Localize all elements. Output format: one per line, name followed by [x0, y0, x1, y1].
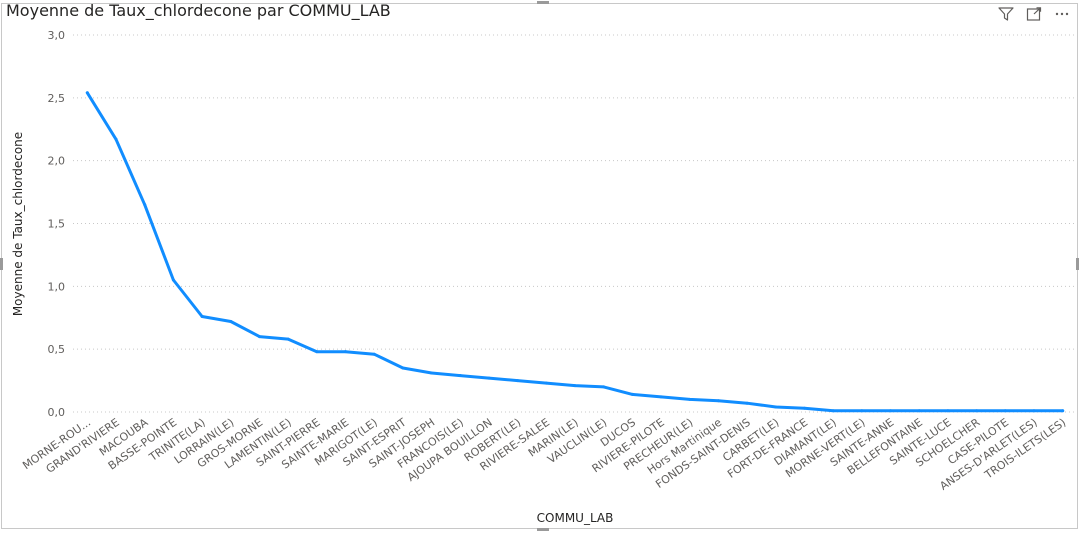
data-point	[659, 395, 663, 399]
y-axis-ticks: 0,0 0,5 1,0 1,5 2,0 2,5 3,0	[48, 29, 66, 419]
data-point	[774, 405, 778, 409]
data-point	[229, 320, 233, 324]
data-point	[544, 381, 548, 385]
y-tick-label: 0,5	[48, 343, 66, 356]
resize-handle-right[interactable]	[1076, 258, 1079, 270]
x-axis-ticks: MORNE-ROU...GRAND'RIVIEREMACOUBABASSE-PO…	[20, 416, 1068, 493]
data-point	[688, 397, 692, 401]
data-point	[114, 137, 118, 141]
data-point	[975, 409, 979, 413]
data-point	[716, 399, 720, 403]
data-point	[372, 352, 376, 356]
filter-icon[interactable]	[997, 6, 1015, 22]
x-axis-title: COMMU_LAB	[537, 511, 614, 525]
data-point	[573, 384, 577, 388]
data-point	[286, 337, 290, 341]
data-point	[85, 91, 89, 95]
data-point	[630, 392, 634, 396]
data-point	[516, 379, 520, 383]
data-point	[917, 409, 921, 413]
series-line	[85, 91, 1065, 413]
y-tick-label: 1,0	[48, 280, 66, 293]
data-point	[458, 374, 462, 378]
y-tick-label: 1,5	[48, 218, 66, 231]
resize-handle-bottom[interactable]	[537, 528, 549, 531]
data-point	[1003, 409, 1007, 413]
data-point	[257, 335, 261, 339]
data-point	[802, 406, 806, 410]
more-options-icon[interactable]	[1053, 6, 1071, 22]
y-tick-label: 2,5	[48, 92, 66, 105]
data-point	[143, 203, 147, 207]
y-axis-title: Moyenne de Taux_chlordecone	[11, 132, 25, 316]
visual-title: Moyenne de Taux_chlordecone par COMMU_LA…	[6, 1, 391, 20]
data-point	[602, 385, 606, 389]
resize-handle-top[interactable]	[537, 1, 549, 4]
data-point	[1032, 409, 1036, 413]
resize-handle-left[interactable]	[0, 258, 3, 270]
data-point	[200, 314, 204, 318]
data-point	[889, 409, 893, 413]
y-tick-label: 3,0	[48, 29, 66, 42]
series-points	[85, 91, 1065, 413]
data-point	[745, 401, 749, 405]
data-point	[946, 409, 950, 413]
data-point	[315, 350, 319, 354]
data-point	[831, 409, 835, 413]
data-point	[487, 376, 491, 380]
data-point	[430, 371, 434, 375]
gridlines	[73, 34, 1077, 413]
y-tick-label: 2,0	[48, 155, 66, 168]
data-point	[171, 278, 175, 282]
focus-mode-icon[interactable]	[1025, 6, 1043, 22]
data-point	[344, 350, 348, 354]
y-tick-label: 0,0	[48, 406, 66, 419]
data-point	[1061, 409, 1065, 413]
visual-toolbar	[997, 6, 1071, 22]
data-point	[860, 409, 864, 413]
data-point	[401, 366, 405, 370]
